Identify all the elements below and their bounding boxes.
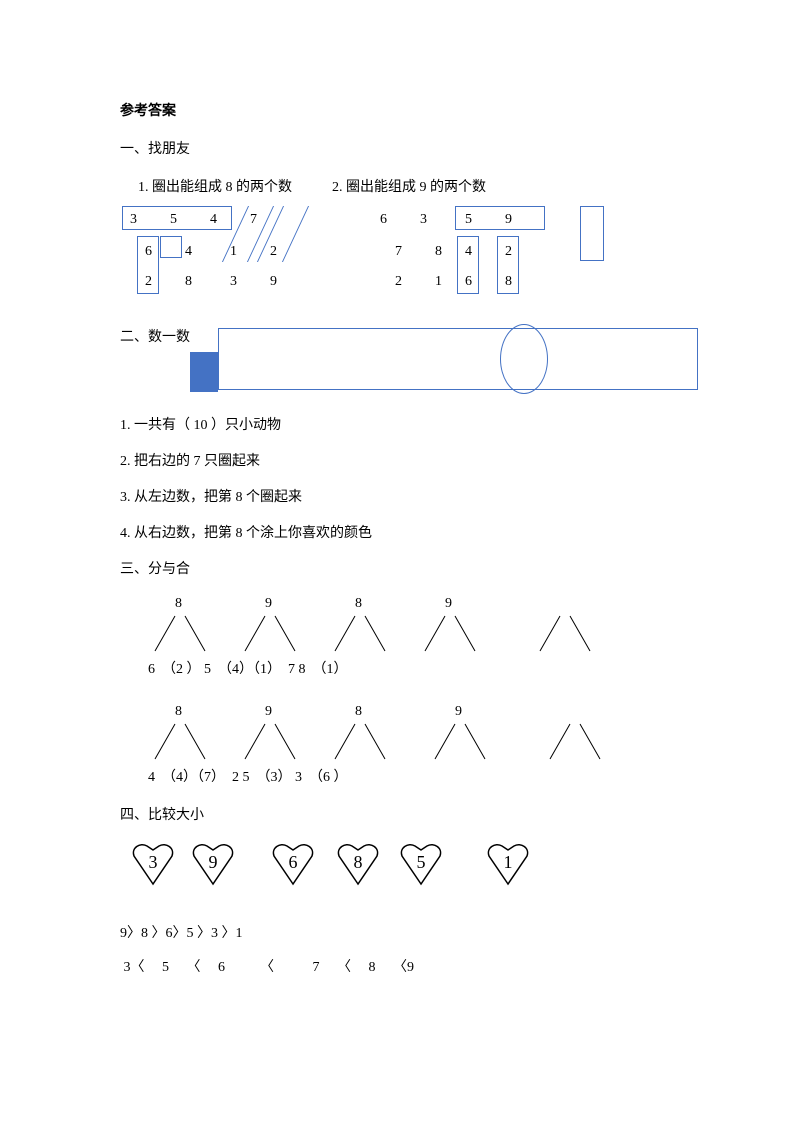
heart-value: 3 [130,852,176,873]
q2-4: 4. 从右边数，把第 8 个涂上你喜欢的颜色 [120,522,740,542]
number-grid: 3 5 4 7 6 4 1 2 2 8 3 9 6 3 5 9 7 8 4 2 … [120,206,740,316]
rect [122,206,232,230]
num: 3 [230,274,237,290]
rect [137,236,159,294]
compare-asc: 3〈 5 〈 6 〈 7 〈 8 〈9 [120,956,740,976]
heart: 9 [190,842,236,886]
split-top: 8 [175,704,182,720]
split-row-1: 8 9 8 9 6 （2 ） 5 （4）（1） 7 8 （1） [120,596,740,696]
split-bottom: 6 （2 ） 5 （4）（1） 7 8 （1） [148,658,348,678]
num: 8 [435,244,442,260]
rect [580,206,604,261]
heart-value: 6 [270,852,316,873]
split-top: 8 [355,596,362,612]
split-bottom: 4 （4）（7） 2 5 （3） 3 （6 ） [148,766,348,786]
q2-2: 2. 把右边的 7 只圈起来 [120,450,740,470]
heart-value: 5 [398,852,444,873]
num: 9 [270,274,277,290]
heart-value: 9 [190,852,236,873]
split-top: 8 [175,596,182,612]
section1-heading: 一、找朋友 [120,138,740,158]
rect [497,236,519,294]
split-top: 8 [355,704,362,720]
blue-square [190,352,218,392]
num: 3 [420,212,427,228]
section1-sub1: 1. 圈出能组成 8 的两个数 [138,176,292,196]
rect [160,236,182,258]
heart: 3 [130,842,176,886]
num: 8 [185,274,192,290]
heart: 5 [398,842,444,886]
num: 1 [435,274,442,290]
heart-value: 8 [335,852,381,873]
split-top: 9 [265,704,272,720]
heart: 8 [335,842,381,886]
split-top: 9 [445,596,452,612]
rect [457,236,479,294]
q2-3: 3. 从左边数，把第 8 个圈起来 [120,486,740,506]
section3-heading: 三、分与合 [120,558,740,578]
section2-heading: 二、数一数 [120,326,740,346]
section4-heading: 四、比较大小 [120,804,740,824]
q2-1: 1. 一共有（ 10 ）只小动物 [120,414,740,434]
num: 4 [185,244,192,260]
section1-sub2: 2. 圈出能组成 9 的两个数 [332,176,486,196]
rect [455,206,545,230]
num: 6 [380,212,387,228]
hearts-row: 3 9 6 8 5 1 [120,842,740,902]
split-row-2: 8 9 8 9 4 （4）（7） 2 5 （3） 3 （6 ） [120,704,740,804]
answer-title: 参考答案 [120,100,740,120]
split-top: 9 [455,704,462,720]
heart-value: 1 [485,852,531,873]
num: 7 [395,244,402,260]
heart: 6 [270,842,316,886]
num: 2 [395,274,402,290]
split-top: 9 [265,596,272,612]
heart: 1 [485,842,531,886]
compare-desc: 9〉8 〉6〉5 〉3 〉1 [120,922,740,942]
